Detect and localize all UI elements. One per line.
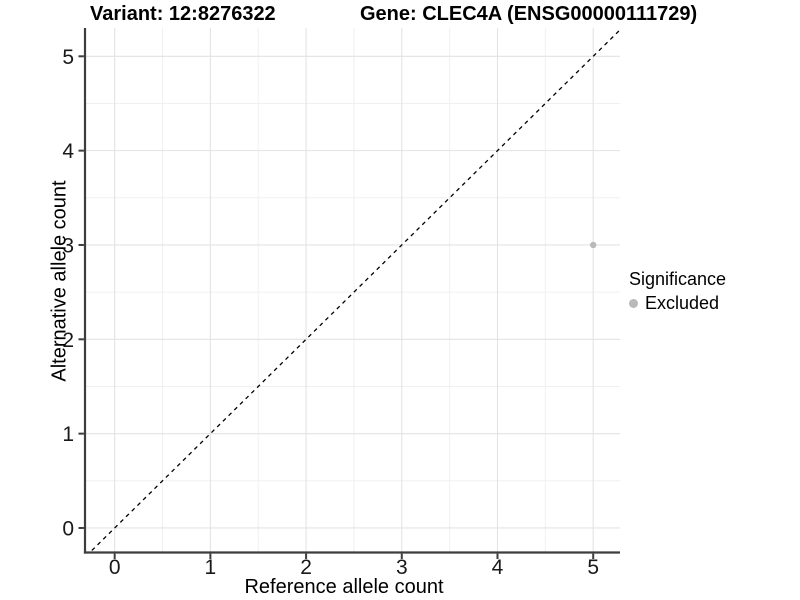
y-tick-label: 0 [62, 517, 74, 540]
x-tick-label: 5 [587, 556, 599, 579]
y-axis-title: Alternative allele count [48, 180, 71, 382]
x-axis-title: Reference allele count [244, 576, 444, 598]
y-tick-label: 1 [62, 423, 74, 446]
x-tick-label: 1 [205, 556, 217, 579]
x-tick-label: 2 [300, 556, 312, 579]
x-tick-label: 4 [492, 556, 504, 579]
data-point [590, 241, 597, 249]
plot-title-gene: Gene: CLEC4A (ENSG00000111729) [360, 3, 698, 25]
y-tick-label: 4 [62, 140, 74, 163]
legend-item-label: Excluded [645, 293, 720, 313]
y-tick-label: 2 [62, 329, 74, 352]
legend-title: Significance [629, 269, 727, 289]
x-tick-label: 3 [396, 556, 408, 579]
excluded-point-icon [629, 299, 638, 308]
legend: Significance Excluded [629, 269, 726, 314]
x-tick-label: 0 [109, 556, 121, 579]
y-tick-label: 3 [62, 234, 74, 257]
identity-line [88, 28, 620, 553]
legend-item-excluded: Excluded [629, 293, 726, 314]
plot-title-variant: Variant: 12:8276322 [90, 3, 276, 25]
y-tick-label: 5 [62, 46, 74, 69]
